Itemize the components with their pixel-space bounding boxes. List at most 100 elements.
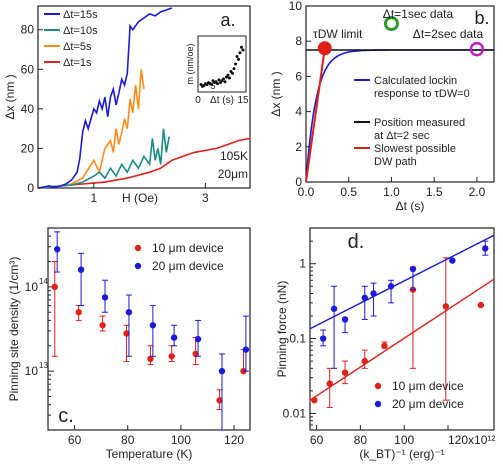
panel-c-legend-marker	[134, 262, 142, 270]
panel-b-xtick-label: 1.0	[383, 185, 400, 199]
panel-d-point	[361, 357, 368, 365]
panel-b-marker-2sec-label: Δt=2sec data	[413, 27, 484, 41]
panel-a-inset-point	[235, 55, 239, 59]
panel-a-series-line-0	[37, 7, 173, 189]
panel-c-xtick-label: 120	[224, 433, 244, 447]
panel-a-inset-point	[231, 71, 234, 75]
panel-b-xtick-label: 1.5	[426, 185, 443, 199]
panel-b-legend-label: DW path	[374, 156, 417, 168]
panel-a-inset-point	[237, 57, 240, 61]
panel-a-inset-xlabel: Δt (s)	[210, 95, 234, 106]
panel-d-point	[482, 245, 489, 252]
panel-b-xtick-label: 0.5	[340, 185, 357, 199]
panel-b-ytick-label: 10	[289, 0, 303, 13]
panel-c-letter: c.	[58, 405, 74, 427]
panel-c-point	[170, 334, 178, 341]
panel-a-inset-point	[234, 62, 237, 66]
panel-d-point	[387, 283, 395, 290]
panel-c-ytick-exponent: 14	[39, 277, 48, 286]
panel-d-point	[341, 369, 349, 376]
panel-c-ylabel: Pinning site density (1/cm³)	[7, 257, 21, 402]
panel-b-letter: b.	[474, 8, 489, 28]
panel-b-legend-label: Position measured	[374, 117, 465, 129]
panel-b-series-line-red	[305, 48, 326, 183]
panel-b-marker-1sec	[383, 16, 399, 32]
panel-d-point	[361, 294, 368, 302]
panel-b-frame	[305, 5, 495, 183]
panel-b-tau-limit-label: τDW limit	[313, 27, 363, 41]
panel-d-point	[319, 335, 327, 342]
panel-a-inset-xtick-label: 0	[195, 95, 201, 106]
panel-d-xlabel: (k_BT)⁻¹ (erg)⁻¹	[359, 447, 444, 461]
panel-c-legend-label: 20 μm device	[152, 259, 224, 273]
panel-d-fit-line	[309, 278, 495, 401]
panel-b-ytick-label: 8	[295, 34, 302, 48]
panel-d-ytick-label: 1	[299, 257, 306, 271]
panel-c-xtick-label: 80	[121, 433, 135, 447]
panel-a-ytick-label: 80	[21, 23, 35, 37]
panel-b-marker-2sec	[469, 41, 485, 57]
panel-d-point	[341, 316, 349, 323]
panel-a-ytick-label: 20	[21, 141, 35, 155]
panel-d-point	[370, 290, 377, 297]
panel-a-inset-point	[241, 48, 245, 52]
panel-b-xtick-label: 0.0	[298, 185, 315, 199]
panel-c-point	[149, 322, 157, 329]
panel-a-ylabel: Δx (nm )	[3, 74, 17, 119]
panel-a-xlabel: H (Oe)	[122, 191, 158, 205]
panel-c-xtick-label: 60	[68, 433, 82, 447]
panel-c-point	[242, 346, 250, 353]
panel-a-legend-label: Δt=10s	[63, 25, 98, 37]
panel-a-legend-label: Δt=15s	[63, 9, 98, 21]
panel-d-point	[449, 257, 456, 264]
panel-a-xtick-label: 3	[202, 191, 209, 205]
panel-d-legend-marker	[374, 400, 382, 408]
panel-a-inset-xtick-mid: 5	[210, 81, 215, 91]
panel-a-inset-point	[228, 76, 231, 80]
panel-a-frame	[37, 5, 251, 189]
panel-a-inset-point	[240, 45, 243, 49]
panel-a-legend-label: Δt=1s	[63, 57, 92, 69]
panel-a-inset-point	[226, 73, 230, 77]
panel-c-point	[168, 353, 175, 360]
panel-d-frame	[309, 227, 495, 431]
panel-b-ytick-label: 2	[295, 140, 302, 154]
panel-a-inset-point	[217, 78, 221, 82]
panel-a-ytick-label: 0	[27, 181, 34, 195]
panel-d-ylabel: Pinning force (nN)	[275, 281, 289, 378]
panel-b-legend-label: at Δt=2 sec	[374, 130, 430, 142]
panel-b-ytick-label: 6	[295, 69, 302, 83]
panel-c-ytick-exponent: 13	[39, 361, 48, 370]
panel-d-point	[442, 303, 450, 310]
panel-b-legend-label: Calculated lockin	[374, 75, 457, 87]
panel-c-legend-label: 10 μm device	[152, 241, 224, 255]
panel-a-series-line-3	[37, 137, 251, 189]
panel-d-legend-label: 20 μm device	[392, 397, 464, 411]
panel-d-letter: d.	[348, 231, 365, 253]
panel-d-legend-marker	[374, 382, 382, 390]
panel-a-series-line-1	[37, 128, 170, 189]
panel-a-ytick-label: 40	[21, 102, 35, 116]
panel-a-annotation-size: 20μm	[218, 167, 248, 181]
panel-a-inset-point	[232, 67, 236, 71]
panel-c-point	[51, 283, 58, 291]
panel-c-point	[125, 309, 133, 316]
panel-a-annotation-temp: 105K	[220, 149, 248, 163]
panel-d-ytick-label: 0.01	[283, 406, 307, 420]
panel-d-point	[311, 397, 318, 404]
panel-c-point	[192, 350, 199, 358]
panel-a-inset-point	[223, 80, 227, 84]
panel-d-point	[326, 380, 333, 387]
panel-d-xtick-label: 120x10¹²	[448, 433, 495, 447]
panel-a-inset-point	[222, 77, 225, 81]
panel-c-point	[194, 335, 202, 343]
panel-c-ytick-label: 10	[25, 280, 39, 294]
panel-c-xlabel: Temperature (K)	[106, 447, 193, 461]
panel-a-inset-point	[216, 82, 219, 86]
panel-b-xtick-label: 2.0	[469, 185, 486, 199]
panel-b-marker-1sec-label: Δt=1sec data	[383, 7, 454, 21]
panel-a-xtick-label: 1	[90, 191, 97, 205]
panel-c-legend-marker	[134, 244, 142, 252]
panel-c-xtick-label: 100	[171, 433, 191, 447]
